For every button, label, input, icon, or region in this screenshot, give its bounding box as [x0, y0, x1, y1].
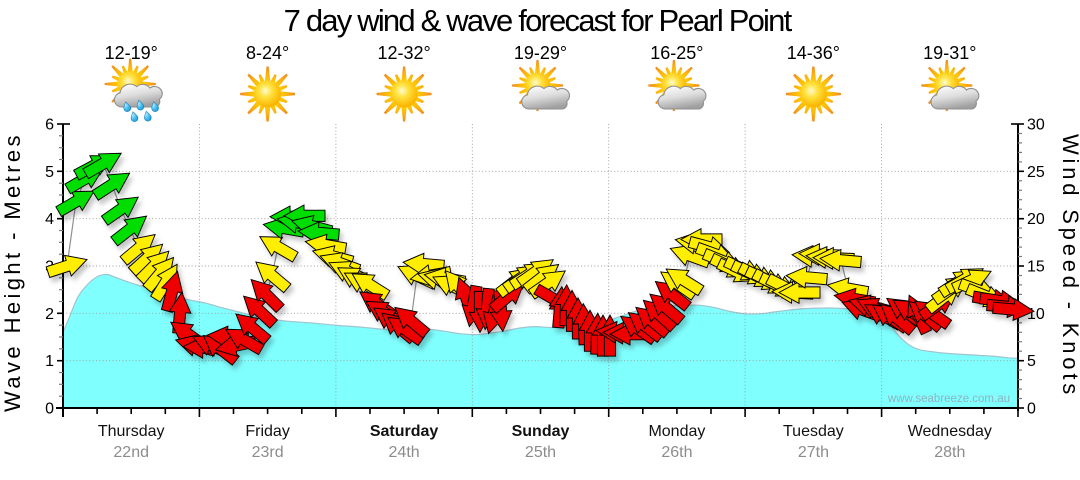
- svg-text:Monday: Monday: [648, 423, 705, 440]
- svg-text:23rd: 23rd: [252, 444, 284, 461]
- svg-text:26th: 26th: [661, 444, 692, 461]
- svg-text:Sunday: Sunday: [512, 423, 570, 440]
- svg-text:Thursday: Thursday: [98, 423, 165, 440]
- svg-text:Saturday: Saturday: [370, 423, 439, 440]
- svg-text:30: 30: [1027, 117, 1045, 134]
- svg-text:8-24°: 8-24°: [246, 43, 289, 63]
- svg-text:4: 4: [45, 211, 54, 228]
- svg-text:2: 2: [45, 306, 54, 323]
- svg-text:22nd: 22nd: [113, 444, 149, 461]
- svg-text:Wednesday: Wednesday: [908, 423, 992, 440]
- svg-text:0: 0: [1027, 401, 1036, 418]
- svg-text:Wind Speed - Knots: Wind Speed - Knots: [1058, 134, 1080, 398]
- svg-text:24th: 24th: [389, 444, 420, 461]
- svg-text:16-25°: 16-25°: [650, 43, 703, 63]
- svg-text:1: 1: [45, 353, 54, 370]
- svg-text:12-32°: 12-32°: [377, 43, 430, 63]
- svg-text:7 day wind & wave forecast for: 7 day wind & wave forecast for Pearl Poi…: [284, 3, 793, 38]
- svg-text:5: 5: [45, 164, 54, 181]
- svg-text:20: 20: [1027, 211, 1045, 228]
- svg-text:5: 5: [1027, 353, 1036, 370]
- svg-text:12-19°: 12-19°: [105, 43, 158, 63]
- svg-text:25: 25: [1027, 164, 1045, 181]
- svg-text:14-36°: 14-36°: [787, 43, 840, 63]
- svg-text:25th: 25th: [525, 444, 556, 461]
- svg-text:Tuesday: Tuesday: [783, 423, 844, 440]
- svg-text:Wave Height - Metres: Wave Height - Metres: [0, 132, 25, 412]
- svg-text:www.seabreeze.com.au: www.seabreeze.com.au: [887, 393, 1010, 405]
- svg-text:28th: 28th: [934, 444, 965, 461]
- svg-text:15: 15: [1027, 259, 1045, 276]
- svg-text:0: 0: [45, 401, 54, 418]
- svg-text:27th: 27th: [798, 444, 829, 461]
- svg-text:19-31°: 19-31°: [923, 43, 976, 63]
- svg-text:6: 6: [45, 117, 54, 134]
- svg-text:19-29°: 19-29°: [514, 43, 567, 63]
- svg-text:Friday: Friday: [245, 423, 289, 440]
